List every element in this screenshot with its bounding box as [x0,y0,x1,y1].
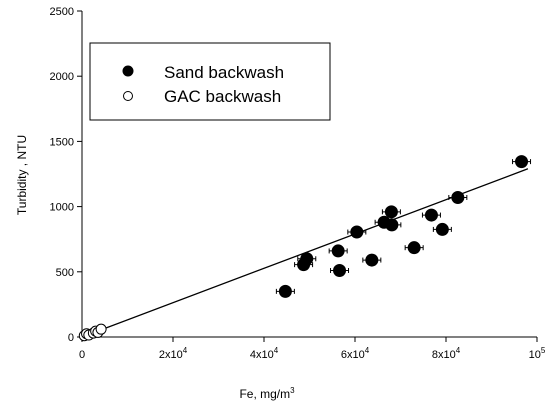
y-axis-label: Turbidity , NTU [15,135,29,215]
x-tick-label-base: 0 [79,349,85,361]
data-point [365,253,379,267]
x-tick-label-exp: 4 [274,346,279,355]
x-tick-label: 2x104 [159,346,188,361]
legend-label-sand-backwash: Sand backwash [164,63,284,82]
y-tick-label: 2000 [50,71,74,83]
data-points [78,155,532,342]
data-point [350,225,364,239]
legend-marker-gac-backwash [123,91,133,101]
y-tick-label: 2500 [50,6,74,18]
x-tick-label-exp: 4 [456,346,461,355]
x-tick-label: 6x104 [341,346,370,361]
data-point [300,252,314,266]
x-tick-label-exp: 4 [183,346,188,355]
series-gac-backwash [78,323,107,342]
x-tick-label: 4x104 [250,346,279,361]
x-axis-label: Fe, mg/m3 [239,386,295,401]
data-point [424,208,438,222]
data-point [95,323,107,335]
data-point [384,205,398,219]
data-point [435,222,449,236]
legend: Sand backwash GAC backwash [89,42,331,121]
legend-label-gac-backwash: GAC backwash [164,87,281,106]
data-point [278,284,292,298]
y-tick-label: 500 [56,267,74,279]
x-tick-label-exp: 4 [365,346,370,355]
data-point [385,218,399,232]
x-tick-label: 0 [79,349,85,361]
x-tick-label-exp: 5 [541,346,546,355]
x-tick-label-base: 6x10 [341,349,365,361]
y-tick-label: 1000 [50,202,74,214]
x-tick-label-base: 4x10 [250,349,274,361]
x-axis-label-exp: 3 [290,386,295,395]
x-tick-label-base: 2x10 [159,349,183,361]
data-point [515,155,529,169]
x-axis-label-base: Fe, mg/m [239,387,290,401]
y-tick-label: 1500 [50,136,74,148]
data-point [451,190,465,204]
series-sand-backwash [275,155,532,298]
x-tick-label-base: 8x10 [432,349,456,361]
data-point [333,263,347,277]
data-point [331,244,345,258]
data-point [407,241,421,255]
legend-box [89,42,331,121]
x-tick-label: 105 [529,346,546,361]
legend-marker-sand-backwash [122,65,134,77]
y-tick-label: 0 [68,332,74,344]
x-tick-label: 8x104 [432,346,461,361]
x-tick-label-base: 10 [529,349,541,361]
axes [81,11,537,338]
